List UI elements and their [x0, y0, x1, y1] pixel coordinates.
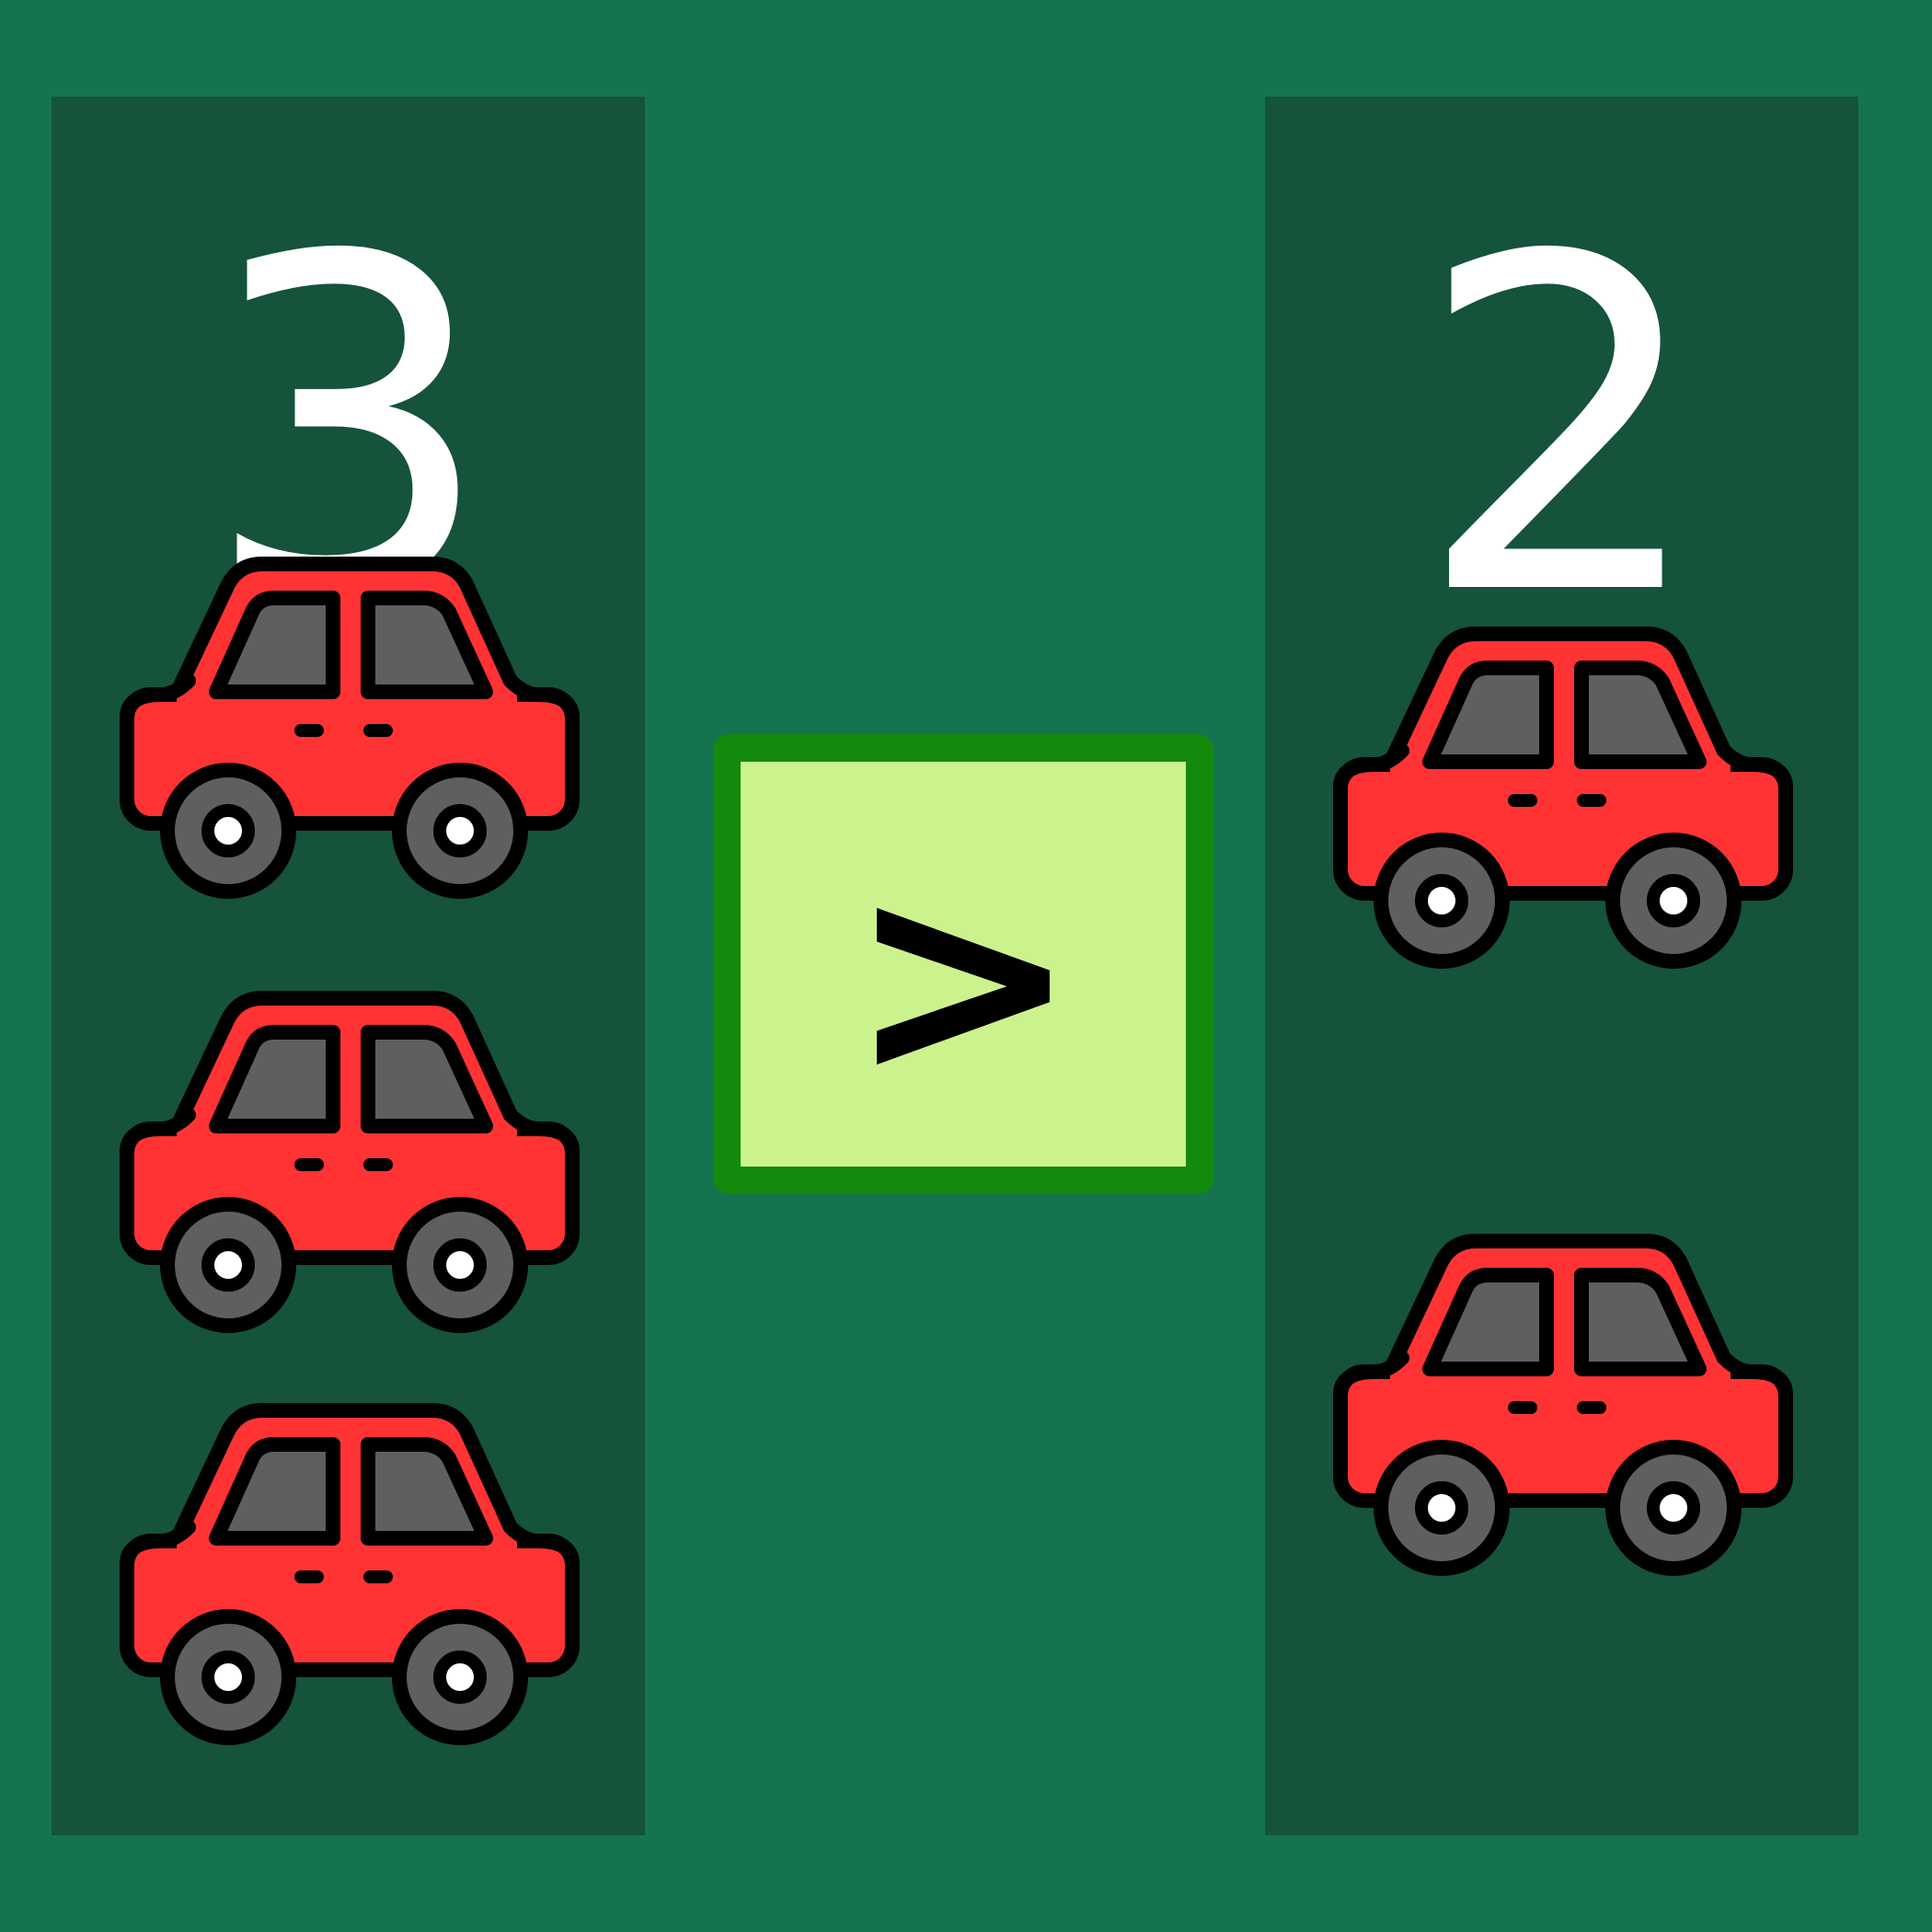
left-count-panel: 3: [52, 97, 645, 1835]
car-icon: [120, 1403, 580, 1748]
car-icon: [1333, 627, 1793, 972]
right-count-number: 2: [1415, 160, 1708, 696]
car-icon: [120, 991, 580, 1336]
greater-than-symbol: >: [847, 817, 1079, 1138]
right-count-panel: 2: [1265, 97, 1858, 1835]
comparison-answer-box[interactable]: >: [713, 734, 1213, 1194]
car-icon: [1333, 1234, 1793, 1579]
car-icon: [120, 557, 580, 902]
